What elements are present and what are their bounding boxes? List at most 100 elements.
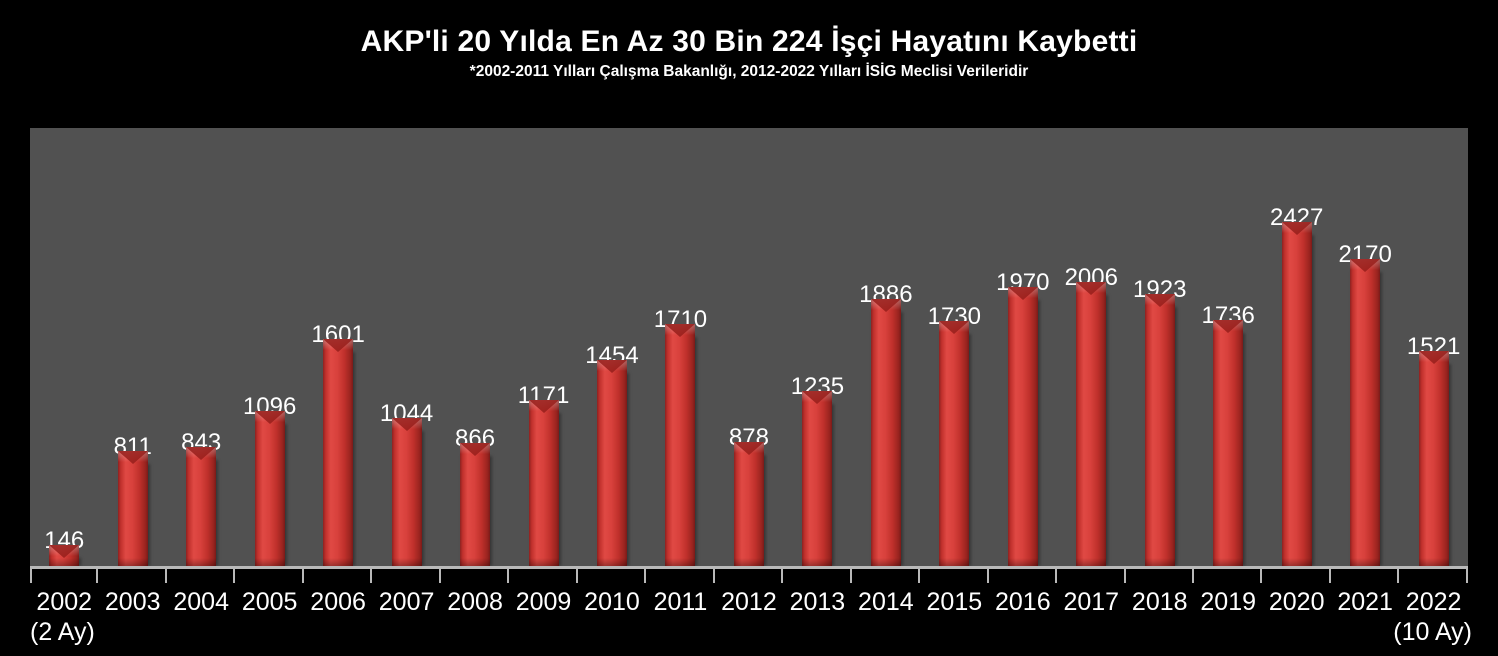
bar-category-2022: 1521 [1399,128,1467,566]
x-tick-2013 [783,569,853,583]
x-axis-ticks [30,569,1469,583]
bar-category-2021: 2170 [1331,128,1399,566]
bar-foot-shadow [186,558,217,566]
bar-cap [1281,222,1312,235]
bar[interactable] [665,324,696,566]
x-tick-2010 [578,569,647,583]
bar-cap-bevel [733,442,764,455]
bar[interactable] [1418,351,1449,566]
bar-wrap: 2006 [1065,266,1118,566]
bar-wrap: 1970 [996,271,1049,566]
x-axis-line [30,566,1468,569]
bar[interactable] [1007,287,1038,566]
bar-wrap: 843 [181,431,221,566]
x-label-2004: 2004 [173,588,229,616]
bar-wrap: 1736 [1202,304,1255,566]
bar-category-2019: 1736 [1194,128,1262,566]
x-label-2019: 2019 [1200,588,1257,616]
bar-cap [391,418,422,431]
bar-cap [596,360,627,373]
title-block: AKP'li 20 Yılda En Az 30 Bin 224 İşçi Ha… [0,0,1498,80]
x-tick-2008 [441,569,510,583]
bar-foot-shadow [117,558,148,566]
x-axis-labels: 2002 2003 2004 2005 2006 2007 2008 2009 2010 2011… [30,586,1468,618]
bar-cap-bevel [1144,294,1175,307]
x-tick-2014 [852,569,921,583]
bar-cap [802,391,833,404]
x-label-2010: 2010 [584,588,640,616]
bar-foot-shadow [1076,558,1107,566]
x-label-2008: 2008 [447,588,503,616]
x-tick-2004 [167,569,236,583]
bar[interactable] [323,339,354,566]
bar-cap [323,339,354,352]
x-label-2007: 2007 [378,588,435,616]
bar-cap-bevel [391,418,422,431]
x-tick-2002 [30,569,99,583]
bar-wrap: 811 [114,435,152,566]
note-left-2-ay: (2 Ay) [30,618,95,646]
bar-cap [1076,282,1107,295]
x-label-2016: 2016 [994,588,1051,616]
bar-category-2010: 1454 [578,128,646,566]
bar-cap-bevel [49,545,80,558]
x-label-2002: 2002 [36,588,93,616]
bar[interactable] [1144,294,1175,566]
bar[interactable] [1213,320,1244,566]
x-tick-2019 [1194,569,1263,583]
bar[interactable] [460,443,491,566]
bar-wrap: 1096 [243,395,296,566]
bar-foot-shadow [49,558,80,566]
bar[interactable] [117,451,148,566]
bar-cap [1144,294,1175,307]
bar-wrap: 2170 [1338,243,1392,566]
bar[interactable] [1281,222,1312,566]
bar-cap-bevel [460,443,491,456]
bar-foot-shadow [323,558,354,566]
bar-foot-shadow [939,558,970,566]
x-label-2018: 2018 [1131,588,1188,616]
x-tick-2006 [304,569,373,583]
bar-category-2009: 1171 [509,128,577,566]
bar[interactable] [1076,282,1107,566]
bar-cap-bevel [117,451,148,464]
bar[interactable] [939,321,970,566]
x-tick-2016 [989,569,1058,583]
bar-cap [939,321,970,334]
x-label-2005: 2005 [241,588,298,616]
bar-category-2013: 1235 [783,128,851,566]
bar-cap-bevel [1350,259,1381,272]
bar-cap-bevel [1418,351,1449,364]
bar[interactable] [254,411,285,566]
bar[interactable] [733,442,764,566]
bar-cap-bevel [802,391,833,404]
bar-category-2005: 1096 [235,128,303,566]
bar-cap-bevel [1007,287,1038,300]
bar-series: 146 811 843 1096 1601 1044 866 1171 1454 1710 878 1… [30,128,1468,566]
bar-cap-bevel [1213,320,1244,333]
bar-wrap: 878 [729,426,769,566]
bar-cap [186,447,217,460]
bar[interactable] [1350,259,1381,566]
bar-foot-shadow [254,558,285,566]
bar-foot-shadow [1418,558,1449,566]
bar-cap-bevel [870,299,901,312]
chart-title: AKP'li 20 Yılda En Az 30 Bin 224 İşçi Ha… [360,25,1138,58]
bar-category-2017: 2006 [1057,128,1125,566]
bar-category-2015: 1730 [920,128,988,566]
x-label-2012: 2012 [721,588,777,616]
bar[interactable] [870,299,901,566]
x-label-2011: 2011 [653,588,708,616]
bar[interactable] [596,360,627,566]
x-tick-2009 [509,569,579,583]
bar-cap-bevel [254,411,285,424]
bar-wrap: 1044 [380,402,433,566]
bar[interactable] [802,391,833,566]
bar[interactable] [186,447,217,566]
bar[interactable] [49,545,80,566]
bar-wrap: 1730 [928,305,981,566]
bar-wrap: 1235 [791,375,844,566]
bar-category-2016: 1970 [989,128,1057,566]
bar[interactable] [391,418,422,566]
bar[interactable] [528,400,559,566]
